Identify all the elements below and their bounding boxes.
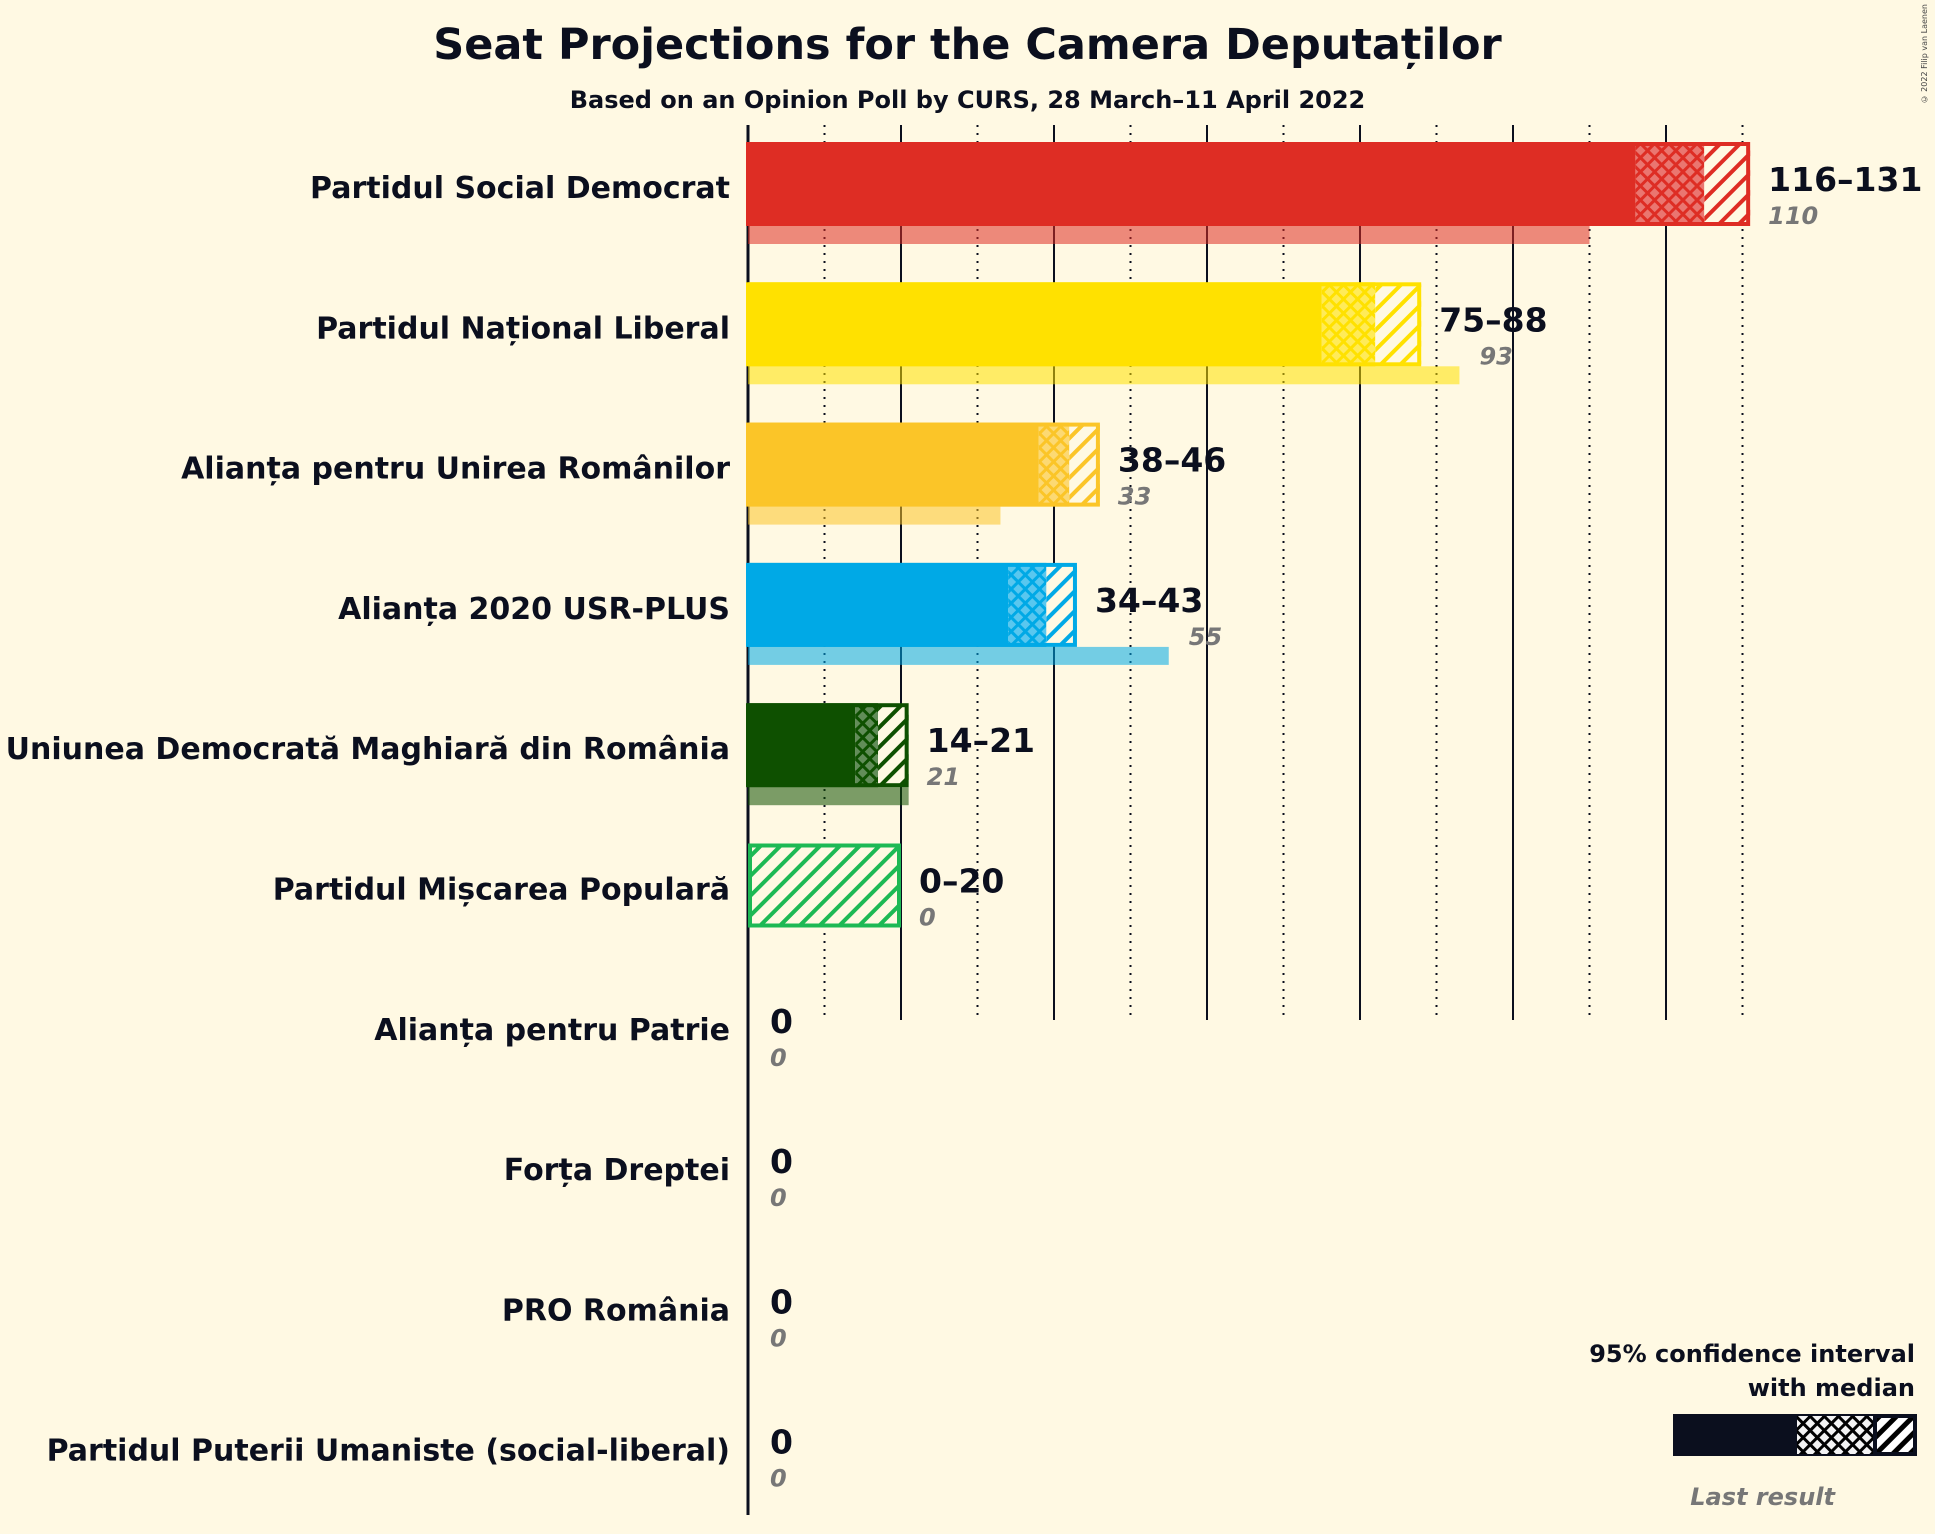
bars: Partidul Social Democrat 116–131110Partid… xyxy=(6,142,1922,1493)
legend-last-result-label: Last result xyxy=(1690,1483,1836,1511)
party-row: Partidul Social Democrat 116–131 110 xyxy=(310,142,1922,244)
legend-diaghatch-bar xyxy=(1873,1414,1917,1456)
party-row: Partidul Mișcarea Populară 0–20 0 xyxy=(273,843,1004,932)
party-row: Partidul Puterii Umaniste (social-libera… xyxy=(47,1423,793,1493)
ci-diaghatch-bar xyxy=(748,845,901,926)
party-label: Uniunea Democrată Maghiară din România xyxy=(6,732,730,767)
ci-solid-bar xyxy=(748,422,1039,507)
last-result-label: 110 xyxy=(1768,202,1818,230)
legend-crosshatch-fill xyxy=(1797,1416,1873,1454)
last-result-bar xyxy=(748,366,1460,385)
party-row: Alianța pentru Unirea Românilor 38–46 33 xyxy=(181,422,1226,525)
ci-solid-bar xyxy=(748,142,1636,226)
last-result-label: 0 xyxy=(919,904,936,932)
last-result-bar xyxy=(748,787,909,806)
range-label: 14–21 xyxy=(927,721,1035,760)
party-row: Partidul Național Liberal 75–88 93 xyxy=(316,282,1548,385)
range-label: 0 xyxy=(770,1142,793,1181)
ci-crosshatch-bar xyxy=(855,705,879,786)
last-result-label: 0 xyxy=(770,1465,787,1493)
last-result-label: 0 xyxy=(770,1184,787,1212)
party-row: Alianța 2020 USR-PLUS 34–43 55 xyxy=(338,562,1222,665)
ci-diaghatch-bar xyxy=(1375,284,1422,365)
ci-solid-bar xyxy=(748,562,1009,647)
ci-outline xyxy=(746,142,1751,226)
range-label: 34–43 xyxy=(1095,581,1203,620)
party-label: Partidul Puterii Umaniste (social-libera… xyxy=(47,1434,730,1469)
party-label: Partidul Social Democrat xyxy=(310,171,730,206)
chart-title: Seat Projections for the Camera Deputați… xyxy=(433,20,1502,70)
ci-crosshatch-bar xyxy=(1321,284,1376,365)
party-row: Alianța pentru Patrie 0 0 xyxy=(374,1002,793,1072)
party-label: Alianța 2020 USR-PLUS xyxy=(338,592,730,627)
ci-outline xyxy=(746,282,1422,367)
party-label: Forța Dreptei xyxy=(504,1153,730,1188)
ci-diaghatch-bar xyxy=(1069,424,1100,505)
legend-solid-bar xyxy=(1673,1414,1795,1456)
chart-subtitle: Based on an Opinion Poll by CURS, 28 Mar… xyxy=(569,86,1366,114)
legend-ci-label: 95% confidence interval xyxy=(1589,1340,1915,1368)
ci-outline xyxy=(748,843,901,928)
last-result-label: 0 xyxy=(770,1044,787,1072)
party-label: Partidul Mișcarea Populară xyxy=(273,873,730,908)
range-label: 0 xyxy=(770,1423,793,1462)
last-result-bar xyxy=(748,506,1001,525)
last-result-label: 33 xyxy=(1118,483,1151,511)
party-label: Alianța pentru Unirea Românilor xyxy=(181,452,730,487)
party-row: PRO România 0 0 xyxy=(502,1282,793,1352)
ci-crosshatch-bar xyxy=(1635,144,1705,224)
ci-diaghatch-bar xyxy=(1046,564,1077,645)
ci-crosshatch-bar xyxy=(1038,424,1070,505)
ci-outline xyxy=(746,562,1077,647)
party-row: Uniunea Democrată Maghiară din România 14… xyxy=(6,703,1035,806)
ci-crosshatch-bar xyxy=(1008,564,1047,645)
range-label: 0 xyxy=(770,1002,793,1041)
range-label: 116–131 xyxy=(1768,160,1922,199)
range-label: 0 xyxy=(770,1282,793,1321)
legend: 95% confidence interval with median Last… xyxy=(1589,1340,1917,1511)
ci-solid-bar xyxy=(748,282,1322,367)
ci-diaghatch-bar xyxy=(878,705,909,786)
range-label: 75–88 xyxy=(1439,300,1547,339)
ci-outline xyxy=(746,422,1100,507)
ci-solid-bar xyxy=(748,703,856,788)
last-result-label: 55 xyxy=(1189,623,1222,651)
party-label: Alianța pentru Patrie xyxy=(374,1013,730,1048)
legend-median-label: with median xyxy=(1748,1374,1915,1402)
last-result-bar xyxy=(748,226,1590,244)
last-result-bar xyxy=(748,646,1169,665)
ci-diaghatch-bar xyxy=(1704,144,1751,224)
last-result-label: 21 xyxy=(927,763,960,791)
party-row: Forța Dreptei 0 0 xyxy=(504,1142,793,1212)
last-result-label: 0 xyxy=(770,1324,787,1352)
last-result-label: 93 xyxy=(1479,342,1512,370)
ci-outline xyxy=(746,703,909,788)
range-label: 38–46 xyxy=(1118,441,1226,480)
range-label: 0–20 xyxy=(919,862,1004,901)
party-label: PRO România xyxy=(502,1293,730,1328)
party-label: Partidul Național Liberal xyxy=(316,311,730,346)
